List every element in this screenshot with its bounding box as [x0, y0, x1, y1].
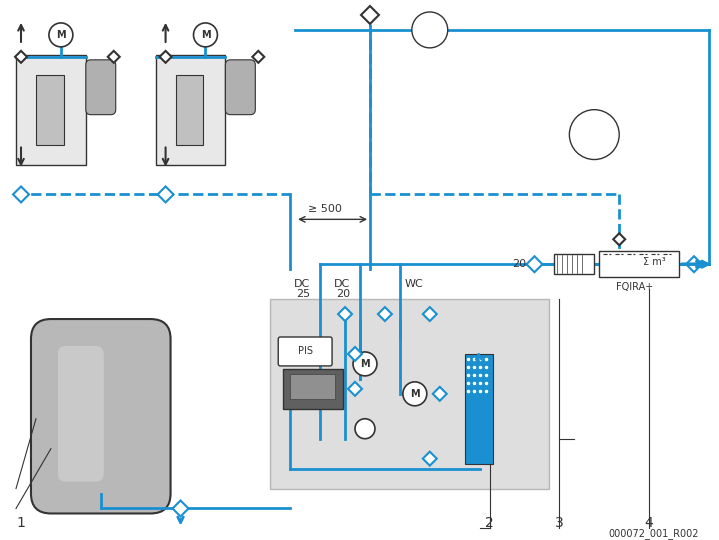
Polygon shape — [157, 186, 173, 202]
Bar — [175, 75, 203, 145]
Polygon shape — [160, 51, 172, 63]
Polygon shape — [423, 307, 436, 321]
Text: DC: DC — [294, 279, 310, 289]
Text: 4: 4 — [645, 516, 654, 530]
Polygon shape — [378, 307, 392, 321]
Polygon shape — [13, 186, 29, 202]
Bar — [155, 55, 225, 165]
Text: 000072_001_R002: 000072_001_R002 — [608, 528, 699, 539]
FancyBboxPatch shape — [86, 60, 116, 114]
Polygon shape — [423, 451, 436, 465]
Text: WC: WC — [405, 279, 423, 289]
Polygon shape — [348, 347, 362, 361]
Bar — [36, 75, 64, 145]
Text: PIS: PIS — [298, 346, 313, 356]
FancyBboxPatch shape — [599, 251, 679, 277]
Text: DC: DC — [334, 279, 350, 289]
Text: 2: 2 — [485, 516, 494, 530]
Polygon shape — [686, 256, 702, 272]
Circle shape — [355, 418, 375, 438]
Circle shape — [49, 23, 73, 47]
Text: M: M — [201, 30, 210, 40]
Polygon shape — [433, 387, 446, 401]
Polygon shape — [173, 501, 188, 516]
Polygon shape — [252, 51, 265, 63]
Polygon shape — [361, 6, 379, 24]
Circle shape — [403, 382, 427, 406]
Text: M: M — [410, 389, 420, 399]
Text: ≥ 500: ≥ 500 — [308, 204, 342, 214]
Polygon shape — [526, 256, 542, 272]
Bar — [283, 369, 343, 409]
Polygon shape — [613, 233, 626, 245]
FancyBboxPatch shape — [278, 337, 332, 366]
Bar — [554, 254, 595, 274]
Text: 1: 1 — [17, 516, 25, 530]
Text: M: M — [56, 30, 65, 40]
Circle shape — [353, 352, 377, 376]
Bar — [270, 299, 549, 489]
Text: 25: 25 — [296, 289, 310, 299]
FancyBboxPatch shape — [31, 319, 170, 514]
Polygon shape — [348, 382, 362, 396]
Bar — [16, 55, 86, 165]
Text: 3: 3 — [555, 516, 564, 530]
Circle shape — [412, 12, 448, 48]
Polygon shape — [338, 307, 352, 321]
Text: FQIRA+: FQIRA+ — [615, 282, 653, 292]
Text: 20: 20 — [336, 289, 350, 299]
FancyBboxPatch shape — [58, 346, 104, 482]
Bar — [290, 374, 335, 399]
Polygon shape — [108, 51, 120, 63]
FancyBboxPatch shape — [225, 60, 255, 114]
Polygon shape — [15, 51, 27, 63]
Text: 20: 20 — [513, 259, 526, 269]
Bar — [464, 354, 493, 464]
Text: Σ m³: Σ m³ — [643, 257, 666, 267]
Text: M: M — [360, 359, 370, 369]
Circle shape — [193, 23, 217, 47]
